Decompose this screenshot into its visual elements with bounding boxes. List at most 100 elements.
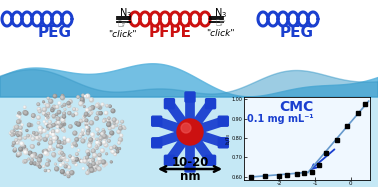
Circle shape — [30, 124, 32, 125]
Circle shape — [76, 108, 78, 111]
Circle shape — [17, 153, 19, 155]
Circle shape — [73, 132, 75, 134]
Circle shape — [39, 130, 43, 134]
Circle shape — [36, 136, 39, 140]
Circle shape — [103, 164, 105, 167]
Circle shape — [68, 166, 71, 169]
Circle shape — [19, 130, 22, 133]
Circle shape — [66, 159, 69, 162]
Circle shape — [39, 129, 42, 131]
Circle shape — [46, 104, 50, 108]
Circle shape — [95, 117, 97, 119]
Circle shape — [60, 96, 65, 100]
Circle shape — [29, 152, 31, 154]
Circle shape — [62, 156, 65, 159]
Circle shape — [24, 148, 28, 152]
Circle shape — [32, 117, 33, 118]
Circle shape — [99, 106, 101, 108]
Circle shape — [91, 133, 93, 135]
Circle shape — [118, 130, 119, 132]
Circle shape — [49, 146, 51, 148]
Circle shape — [96, 141, 98, 143]
Circle shape — [57, 126, 58, 127]
Circle shape — [31, 159, 33, 160]
Circle shape — [37, 164, 39, 165]
Circle shape — [101, 133, 102, 134]
Circle shape — [112, 150, 115, 154]
Circle shape — [23, 111, 27, 114]
Circle shape — [110, 131, 114, 135]
Circle shape — [62, 95, 63, 96]
Circle shape — [67, 172, 68, 173]
Text: PFPE: PFPE — [149, 24, 192, 39]
Circle shape — [52, 153, 56, 157]
Circle shape — [53, 115, 54, 117]
Circle shape — [72, 159, 75, 162]
Circle shape — [56, 117, 60, 121]
Circle shape — [76, 153, 78, 155]
Circle shape — [102, 160, 104, 163]
Circle shape — [34, 134, 36, 135]
Circle shape — [101, 149, 103, 151]
Circle shape — [89, 107, 91, 109]
Circle shape — [81, 160, 82, 162]
Circle shape — [102, 131, 105, 134]
Circle shape — [46, 115, 48, 117]
Circle shape — [92, 160, 93, 161]
Circle shape — [14, 126, 15, 128]
Circle shape — [113, 123, 115, 125]
Circle shape — [96, 146, 97, 147]
Circle shape — [47, 117, 49, 119]
Circle shape — [14, 149, 15, 151]
Circle shape — [98, 154, 100, 155]
Circle shape — [96, 166, 98, 168]
Circle shape — [31, 154, 35, 158]
Circle shape — [24, 151, 27, 154]
Circle shape — [177, 119, 203, 145]
Circle shape — [90, 138, 91, 140]
Circle shape — [51, 109, 54, 112]
Circle shape — [31, 145, 32, 146]
Circle shape — [23, 160, 25, 162]
Circle shape — [27, 135, 28, 136]
Circle shape — [37, 122, 39, 123]
Circle shape — [96, 103, 99, 106]
Circle shape — [46, 153, 47, 154]
Circle shape — [118, 142, 120, 144]
Circle shape — [67, 159, 68, 161]
Circle shape — [47, 125, 49, 127]
Circle shape — [114, 153, 116, 156]
Circle shape — [45, 123, 46, 124]
Circle shape — [18, 112, 21, 115]
Circle shape — [119, 128, 121, 130]
Circle shape — [48, 121, 51, 123]
Circle shape — [63, 158, 64, 159]
Circle shape — [103, 162, 105, 164]
Circle shape — [52, 114, 56, 118]
Circle shape — [59, 158, 62, 161]
Circle shape — [68, 173, 71, 175]
Circle shape — [98, 157, 102, 161]
Circle shape — [18, 113, 20, 114]
Circle shape — [93, 164, 96, 167]
Circle shape — [96, 139, 97, 140]
Circle shape — [60, 151, 61, 153]
Circle shape — [48, 113, 49, 114]
Circle shape — [75, 164, 77, 166]
Circle shape — [44, 169, 46, 171]
Circle shape — [90, 121, 93, 125]
Circle shape — [11, 134, 13, 136]
Circle shape — [46, 135, 48, 136]
Circle shape — [116, 125, 117, 126]
Circle shape — [63, 130, 65, 132]
Circle shape — [51, 130, 55, 133]
Circle shape — [93, 166, 96, 169]
Circle shape — [48, 148, 50, 150]
Circle shape — [65, 164, 68, 166]
Circle shape — [95, 165, 99, 169]
Circle shape — [102, 103, 103, 105]
Circle shape — [57, 122, 59, 123]
Circle shape — [47, 97, 49, 99]
Circle shape — [55, 167, 57, 169]
Circle shape — [89, 140, 91, 142]
